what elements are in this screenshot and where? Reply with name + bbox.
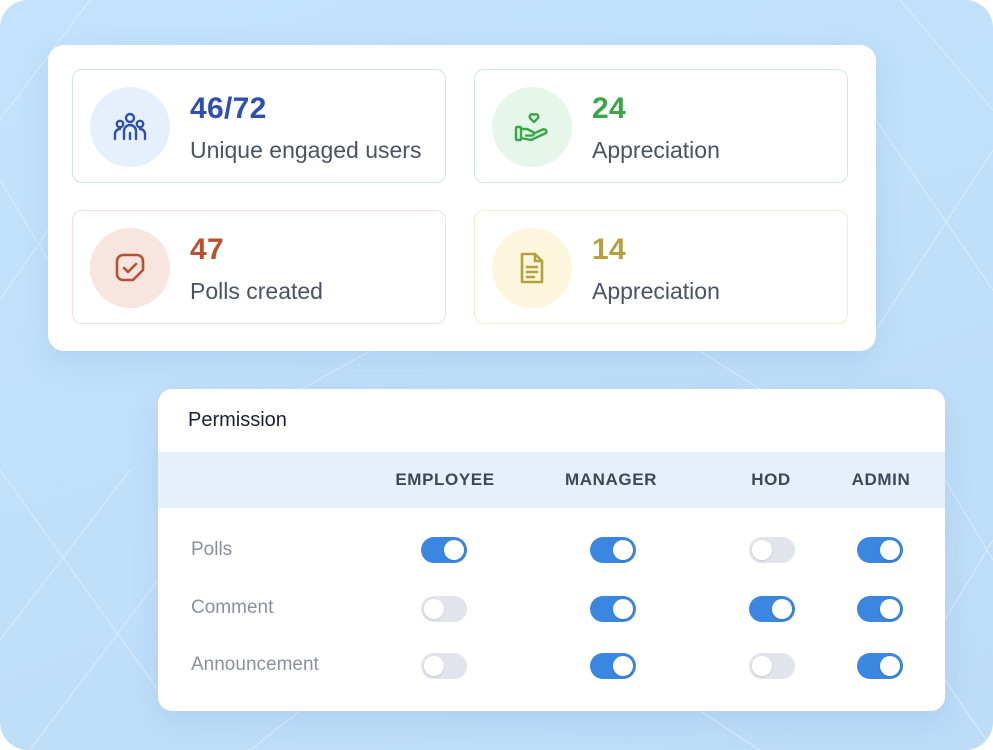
toggle-knob bbox=[752, 540, 772, 560]
column-header-employee: EMPLOYEE bbox=[395, 470, 495, 489]
toggle-polls-admin[interactable] bbox=[857, 537, 903, 563]
document-icon bbox=[520, 252, 544, 284]
toggle-knob bbox=[613, 656, 633, 676]
toggle-comment-hod[interactable] bbox=[749, 596, 795, 622]
stat-value: 47 bbox=[190, 233, 224, 266]
toggle-announcement-hod[interactable] bbox=[749, 653, 795, 679]
permission-table-header: EMPLOYEE MANAGER HOD ADMIN bbox=[158, 452, 945, 508]
stat-card-appreciation-2: 14 Appreciation bbox=[474, 210, 848, 324]
stat-label: Unique engaged users bbox=[190, 137, 422, 163]
document-icon-circle bbox=[492, 228, 572, 308]
row-label-polls: Polls bbox=[191, 539, 233, 560]
toggle-knob bbox=[424, 656, 444, 676]
stat-card-engaged-users: 46/72 Unique engaged users bbox=[72, 69, 446, 183]
stat-label: Polls created bbox=[190, 278, 323, 304]
users-icon-circle bbox=[90, 87, 170, 167]
toggle-polls-manager[interactable] bbox=[590, 537, 636, 563]
column-header-admin: ADMIN bbox=[851, 470, 911, 489]
toggle-polls-hod[interactable] bbox=[749, 537, 795, 563]
toggle-comment-manager[interactable] bbox=[590, 596, 636, 622]
toggle-knob bbox=[772, 599, 792, 619]
stat-value: 24 bbox=[592, 92, 626, 125]
checkbox-icon bbox=[115, 253, 145, 282]
toggle-knob bbox=[880, 540, 900, 560]
column-header-hod: HOD bbox=[751, 470, 791, 489]
row-label-announcement: Announcement bbox=[191, 654, 319, 675]
toggle-announcement-admin[interactable] bbox=[857, 653, 903, 679]
permission-card: Permission EMPLOYEE MANAGER HOD ADMIN Po… bbox=[158, 389, 945, 711]
toggle-knob bbox=[424, 599, 444, 619]
toggle-knob bbox=[880, 599, 900, 619]
toggle-polls-employee[interactable] bbox=[421, 537, 467, 563]
toggle-knob bbox=[880, 656, 900, 676]
heart-hand-icon bbox=[514, 113, 548, 142]
toggle-knob bbox=[752, 656, 772, 676]
users-icon bbox=[113, 112, 147, 141]
toggle-knob bbox=[613, 599, 633, 619]
stats-card: 46/72 Unique engaged users 24 Appreciati… bbox=[48, 45, 876, 351]
row-label-comment: Comment bbox=[191, 597, 274, 618]
toggle-comment-admin[interactable] bbox=[857, 596, 903, 622]
stat-label: Appreciation bbox=[592, 137, 720, 163]
stat-label: Appreciation bbox=[592, 278, 720, 304]
permission-title: Permission bbox=[188, 409, 287, 431]
toggle-announcement-manager[interactable] bbox=[590, 653, 636, 679]
checkbox-icon-circle bbox=[90, 228, 170, 308]
stat-card-appreciation: 24 Appreciation bbox=[474, 69, 848, 183]
toggle-comment-employee[interactable] bbox=[421, 596, 467, 622]
column-header-manager: MANAGER bbox=[564, 470, 658, 489]
stat-value: 46/72 bbox=[190, 92, 267, 125]
stat-card-polls-created: 47 Polls created bbox=[72, 210, 446, 324]
stat-value: 14 bbox=[592, 233, 626, 266]
heart-hand-icon-circle bbox=[492, 87, 572, 167]
toggle-announcement-employee[interactable] bbox=[421, 653, 467, 679]
toggle-knob bbox=[613, 540, 633, 560]
toggle-knob bbox=[444, 540, 464, 560]
